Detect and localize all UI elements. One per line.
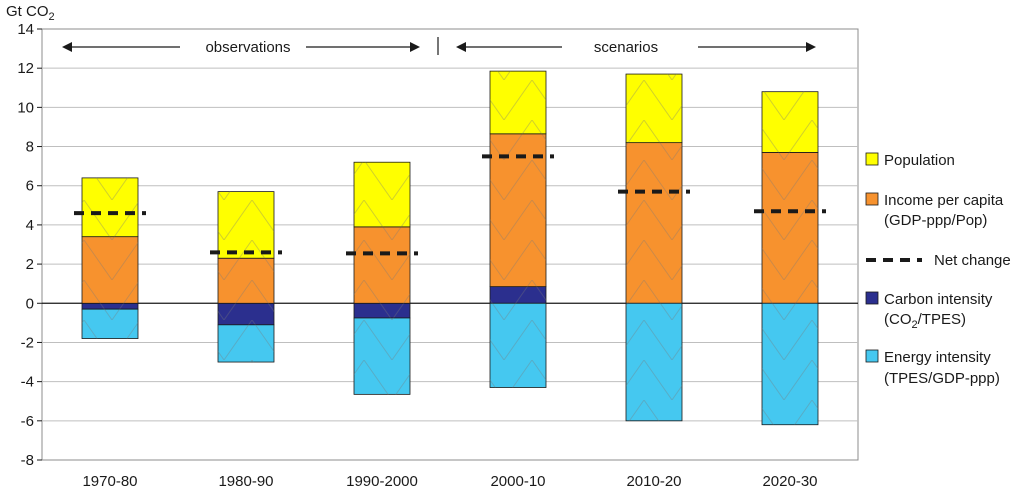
plot-frame [41, 28, 859, 461]
y-tick-label: 2 [26, 256, 34, 273]
bar-texture-carbon-1990-2000 [354, 303, 410, 318]
net-change-markers [74, 154, 826, 256]
y-tick-label: 12 [17, 60, 34, 77]
y-tick-label: 4 [26, 217, 34, 234]
bar-texture-population-2000-10 [490, 71, 546, 134]
gridlines [37, 28, 859, 461]
y-tick-label: 8 [26, 139, 34, 156]
bars [81, 70, 819, 426]
bar-texture-income-1970-80 [82, 236, 138, 304]
scenarios-arrowhead-left [456, 42, 466, 52]
legend-label-energy-line1: Energy intensity [884, 349, 991, 366]
period-annotations: observations scenarios [62, 37, 816, 56]
legend-swatch-income [865, 192, 879, 206]
y-tick-label: -2 [21, 334, 34, 351]
bar-texture-income-1990-2000 [354, 226, 410, 304]
legend-label-carbon-line1: Carbon intensity [884, 291, 993, 308]
y-tick-label: 14 [17, 21, 34, 38]
legend-label-net-change: Net change [934, 252, 1011, 269]
x-tick-label-2010-20: 2010-20 [626, 473, 681, 490]
y-axis-label: Gt CO [6, 3, 49, 20]
bar-texture-energy-2010-20 [626, 303, 682, 421]
scenarios-arrowhead-right [806, 42, 816, 52]
x-tick-label-2020-30: 2020-30 [762, 473, 817, 490]
bar-texture-energy-1980-90 [218, 324, 274, 363]
y-tick-label: 0 [26, 295, 34, 312]
bar-texture-energy-2020-30 [762, 303, 818, 425]
legend-carbon-sub: 2 [912, 319, 918, 331]
bar-texture-population-1990-2000 [354, 162, 410, 227]
scenarios-label: scenarios [594, 39, 658, 56]
bar-texture-energy-1990-2000 [354, 317, 410, 395]
legend-swatch-carbon [865, 291, 879, 305]
legend-label-carbon-line2: (CO2/TPES) [884, 311, 966, 331]
svg-text:Gt CO2: Gt CO2 [6, 3, 55, 23]
x-tick-label-1970-80: 1970-80 [82, 473, 137, 490]
legend: Population Income per capita (GDP-ppp/Po… [865, 152, 1011, 387]
y-axis-label-subscript: 2 [49, 11, 55, 23]
bar-texture-energy-2000-10 [490, 303, 546, 388]
x-tick-label-2000-10: 2000-10 [490, 473, 545, 490]
legend-swatch-energy [865, 349, 879, 363]
y-tick-labels: 14 12 10 8 6 4 2 0 -2 -4 -6 -8 [17, 21, 34, 469]
legend-label-income-line2: (GDP-ppp/Pop) [884, 212, 987, 229]
bar-texture-population-1980-90 [218, 191, 274, 259]
legend-carbon-pre: (CO [884, 311, 912, 328]
bar-texture-energy-1970-80 [82, 309, 138, 339]
y-tick-label: -6 [21, 413, 34, 430]
observations-label: observations [205, 39, 290, 56]
y-tick-label: -4 [21, 374, 34, 391]
legend-swatch-population [865, 152, 879, 166]
bar-texture-carbon-2000-10 [490, 286, 546, 304]
bar-texture-population-2010-20 [626, 74, 682, 143]
bar-texture-carbon-1980-90 [218, 303, 274, 325]
bar-texture-income-2010-20 [626, 142, 682, 304]
observations-arrowhead-right [410, 42, 420, 52]
legend-label-income-line1: Income per capita [884, 192, 1004, 209]
x-tick-labels: 1970-80 1980-90 1990-2000 2000-10 2010-20 202… [82, 473, 817, 490]
x-tick-label-1990-2000: 1990-2000 [346, 473, 418, 490]
legend-label-population: Population [884, 152, 955, 169]
bar-texture-income-1980-90 [218, 258, 274, 304]
legend-carbon-post: /TPES) [918, 311, 966, 328]
y-tick-label: 10 [17, 99, 34, 116]
legend-label-energy-line2: (TPES/GDP-ppp) [884, 370, 1000, 387]
bar-texture-income-2000-10 [490, 133, 546, 287]
x-tick-label-1980-90: 1980-90 [218, 473, 273, 490]
y-axis-title: Gt CO2 [6, 3, 55, 23]
bar-texture-carbon-1970-80 [82, 303, 138, 310]
bar-texture-population-2020-30 [762, 91, 818, 153]
bar-texture-income-2020-30 [762, 152, 818, 304]
observations-arrowhead-left [62, 42, 72, 52]
bar-texture-population-1970-80 [82, 177, 138, 237]
y-tick-label: -8 [21, 452, 34, 469]
y-tick-label: 6 [26, 178, 34, 195]
